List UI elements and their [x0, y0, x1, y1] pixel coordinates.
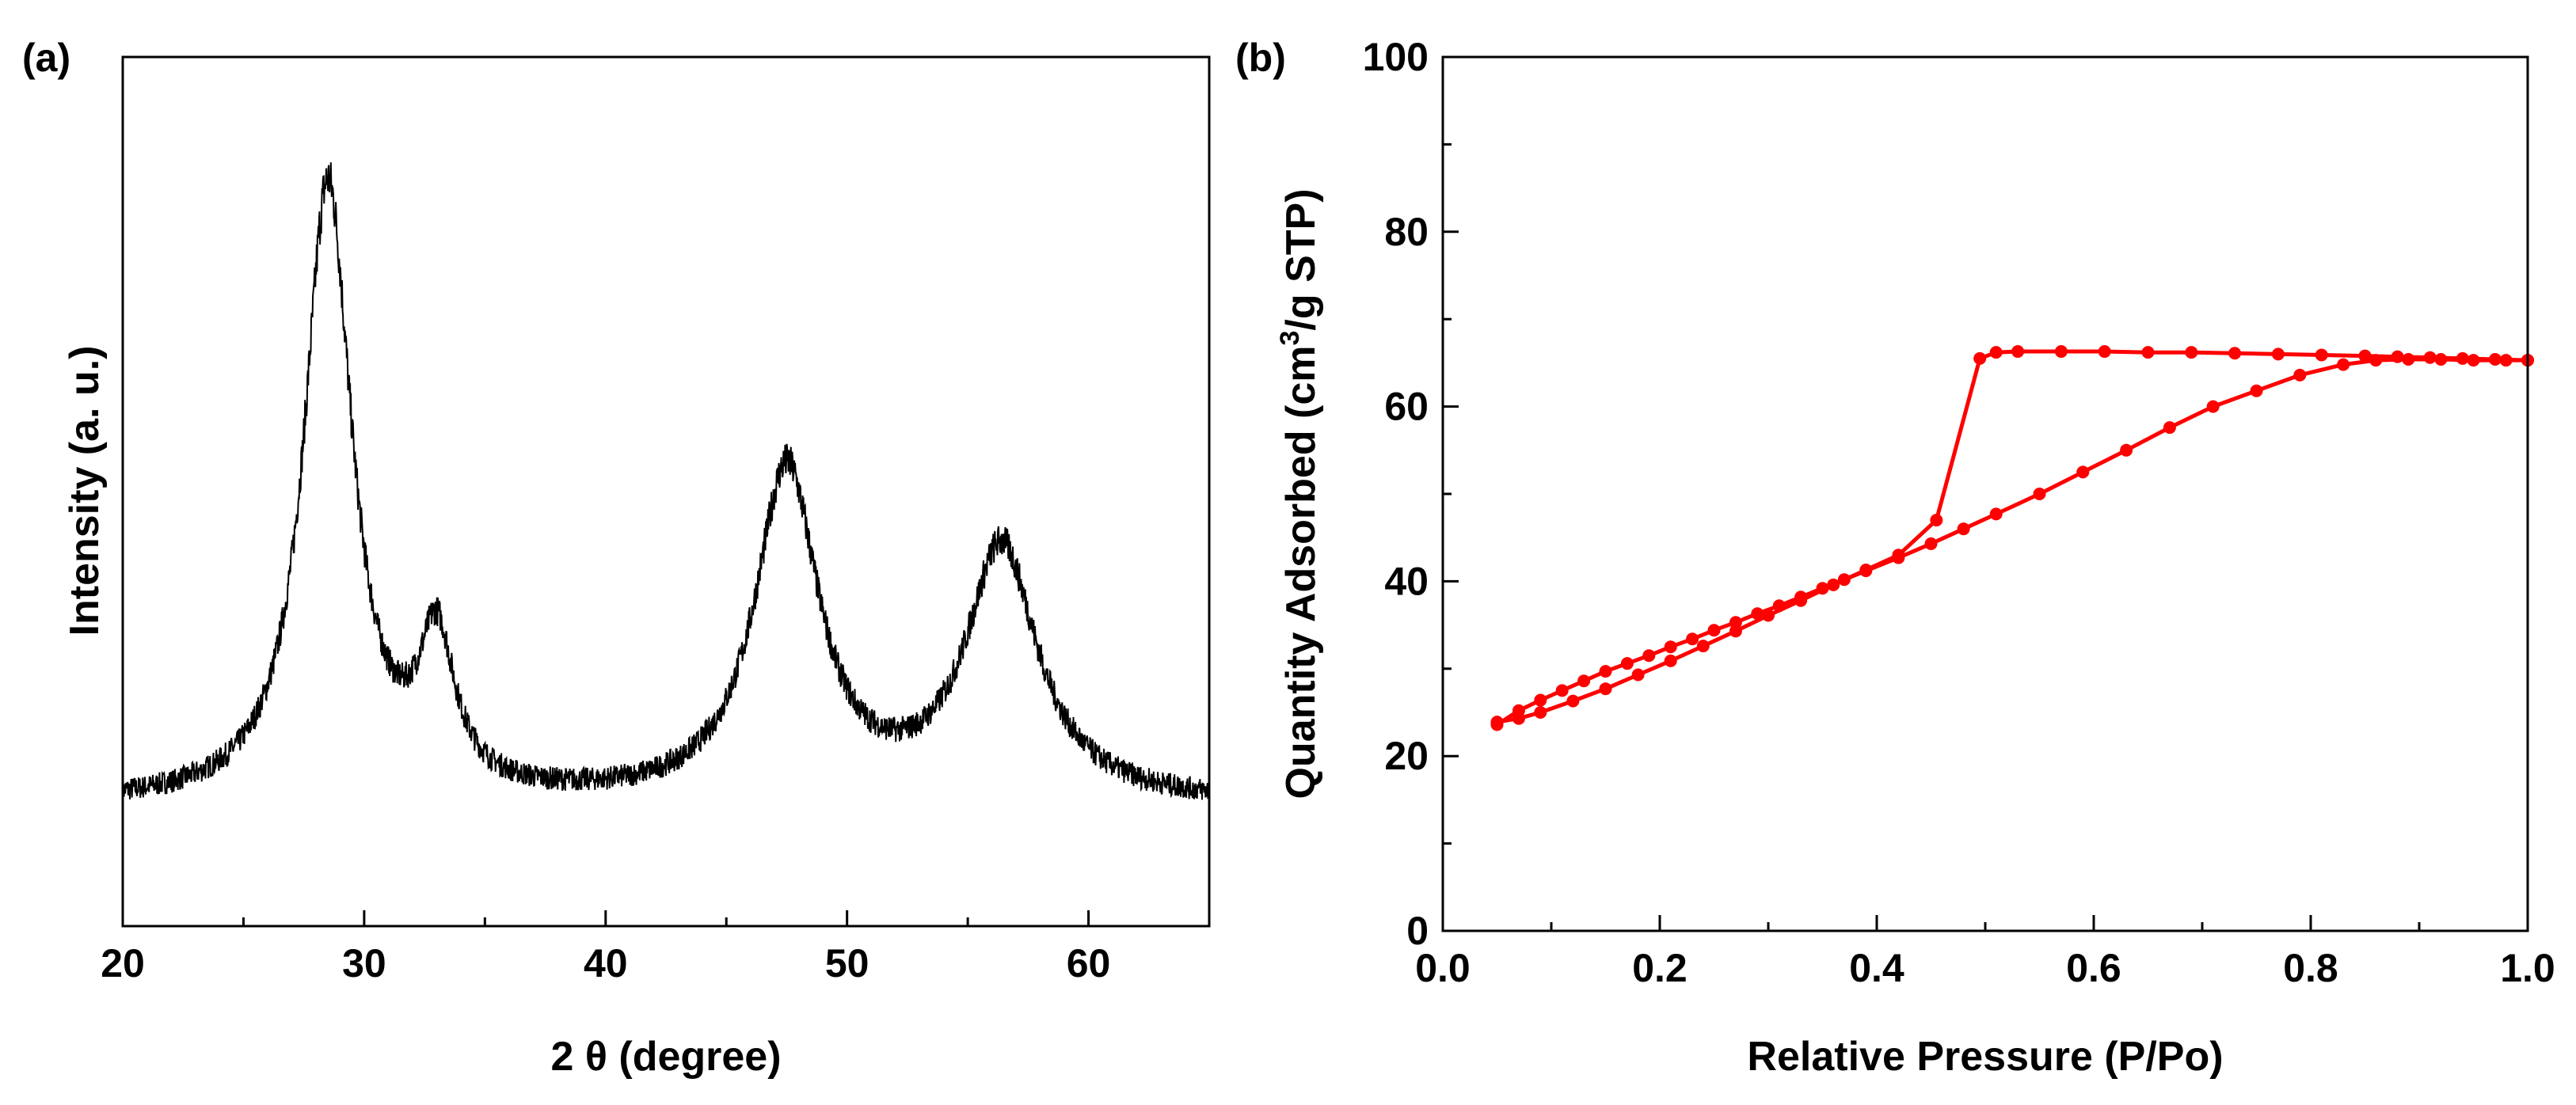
desorption-point	[1566, 694, 1580, 708]
isotherm-y-tick-label: 80	[1384, 210, 1429, 254]
xrd-y-axis-title: Intensity (a. u.)	[62, 346, 108, 636]
desorption-point	[2271, 347, 2285, 361]
isotherm-y-title-prefix: Quantity Adsorbed (cm	[1278, 346, 1324, 799]
xrd-x-tick-label: 40	[584, 941, 628, 985]
adsorption-point	[1620, 657, 1634, 670]
xrd-x-tick-label: 50	[825, 941, 869, 985]
adsorption-point	[1957, 522, 1970, 536]
desorption-point	[1892, 549, 1905, 562]
isotherm-y-title-suffix: /g STP)	[1278, 188, 1324, 330]
isotherm-x-tick-label: 0.0	[1415, 946, 1471, 990]
isotherm-y-tick-label: 60	[1384, 385, 1429, 429]
desorption-point	[1696, 640, 1710, 653]
desorption-series	[1490, 345, 2534, 729]
isotherm-y-title-superscript: 3	[1275, 331, 1305, 346]
isotherm-x-tick-label: 1.0	[2500, 946, 2555, 990]
isotherm-x-axis: 0.0 0.2 0.4 0.6 0.8 1.0	[1415, 915, 2555, 990]
xrd-x-tick-label: 20	[101, 941, 145, 985]
xrd-plot-frame	[121, 55, 1211, 928]
desorption-point	[2423, 351, 2437, 364]
desorption-point	[1534, 706, 1547, 719]
isotherm-y-tick-label: 100	[1363, 35, 1429, 79]
desorption-point	[1794, 594, 1808, 607]
xrd-pattern-line	[122, 162, 1210, 802]
adsorption-point	[1599, 665, 1612, 678]
adsorption-point	[1534, 693, 1547, 707]
adsorption-point	[2076, 465, 2090, 479]
adsorption-point	[2206, 400, 2220, 413]
adsorption-point	[2250, 384, 2263, 397]
adsorption-point	[2402, 352, 2415, 366]
desorption-point	[2098, 345, 2111, 359]
isotherm-y-tick-label: 40	[1384, 559, 1429, 603]
desorption-point	[1664, 654, 1677, 667]
xrd-x-tick-label: 60	[1067, 941, 1111, 985]
panel-b-label: (b)	[1235, 36, 1286, 80]
desorption-point	[1512, 712, 1525, 725]
desorption-point	[1973, 351, 1987, 365]
adsorption-series	[1490, 352, 2534, 731]
isotherm-chart-panel: (b) 0.0 0.2 0.4 0.6 0.8 1.0 0 20 40 60 80 100 Rela…	[1235, 35, 2555, 1080]
desorption-point	[1930, 514, 1943, 527]
isotherm-x-axis-title: Relative Pressure (P/Po)	[1747, 1034, 2223, 1080]
desorption-point	[1631, 668, 1645, 682]
isotherm-x-tick-label: 0.4	[1849, 946, 1904, 990]
desorption-point	[1762, 609, 1775, 622]
desorption-point	[1827, 578, 1840, 591]
xrd-x-axis: 20 30 40 50 60	[101, 910, 1211, 985]
isotherm-series-group	[1490, 345, 2534, 731]
desorption-point	[2141, 346, 2155, 359]
panel-a-label: (a)	[22, 36, 70, 80]
desorption-point	[1599, 682, 1612, 696]
adsorption-point	[1642, 649, 1656, 663]
adsorption-point	[1924, 537, 1938, 550]
adsorption-point	[2293, 368, 2307, 382]
adsorption-point	[1707, 624, 1721, 637]
isotherm-x-tick-label: 0.2	[1632, 946, 1688, 990]
desorption-point	[2315, 348, 2328, 362]
desorption-point	[1490, 716, 1504, 729]
xrd-chart-panel: (a) 20 30 40 50 60 2 θ (degree) Intensity (a…	[22, 36, 1211, 1080]
desorption-point	[2488, 352, 2502, 366]
adsorption-point	[1729, 616, 1742, 629]
isotherm-y-tick-label: 0	[1406, 909, 1429, 953]
adsorption-point	[2120, 443, 2133, 457]
desorption-point	[2228, 347, 2242, 360]
adsorption-point	[1577, 674, 1591, 688]
isotherm-y-axis-title: Quantity Adsorbed (cm3/g STP)	[1275, 188, 1324, 799]
adsorption-point	[1664, 640, 1677, 654]
isotherm-y-axis: 0 20 40 60 80 100	[1363, 35, 1459, 953]
desorption-line	[1497, 349, 2528, 724]
adsorption-point	[2337, 358, 2350, 371]
desorption-point	[1989, 346, 2003, 359]
isotherm-x-tick-label: 0.6	[2066, 946, 2121, 990]
xrd-x-tick-label: 30	[342, 941, 386, 985]
desorption-point	[2054, 345, 2068, 359]
desorption-point	[1859, 564, 1873, 577]
desorption-point	[2185, 346, 2198, 359]
xrd-x-axis-title: 2 θ (degree)	[550, 1034, 781, 1080]
isotherm-y-tick-label: 20	[1384, 734, 1429, 778]
adsorption-point	[1751, 607, 1764, 621]
desorption-point	[2358, 349, 2372, 363]
adsorption-point	[1555, 684, 1569, 697]
adsorption-point	[2163, 421, 2176, 435]
desorption-point	[2011, 345, 2025, 359]
desorption-point	[1729, 625, 1742, 638]
isotherm-plot-frame	[1441, 55, 2529, 932]
desorption-point	[2391, 350, 2404, 363]
adsorption-point	[1989, 507, 2003, 521]
xrd-series-group	[122, 162, 1210, 802]
isotherm-x-tick-label: 0.8	[2283, 946, 2338, 990]
desorption-point	[2456, 351, 2469, 365]
adsorption-point	[1686, 632, 1699, 646]
adsorption-point	[2033, 488, 2046, 500]
